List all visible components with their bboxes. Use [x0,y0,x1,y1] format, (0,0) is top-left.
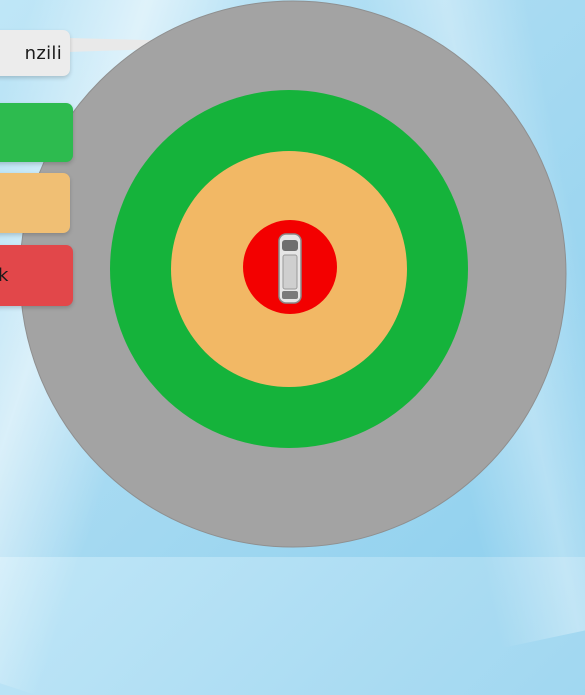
zone-diagram [19,0,567,548]
car-top-view-icon [278,233,302,304]
orange-zone-callout [0,173,70,233]
gray-zone-callout: nzili [0,30,70,76]
red-zone-callout: k [0,245,73,306]
red-zone-label: k [0,265,9,286]
gray-zone-label: nzili [24,42,62,64]
green-zone-callout [0,103,73,162]
